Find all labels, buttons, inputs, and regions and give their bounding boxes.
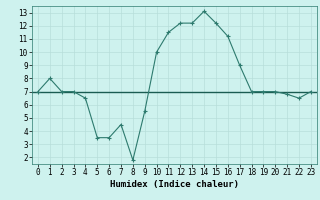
X-axis label: Humidex (Indice chaleur): Humidex (Indice chaleur) [110,180,239,189]
